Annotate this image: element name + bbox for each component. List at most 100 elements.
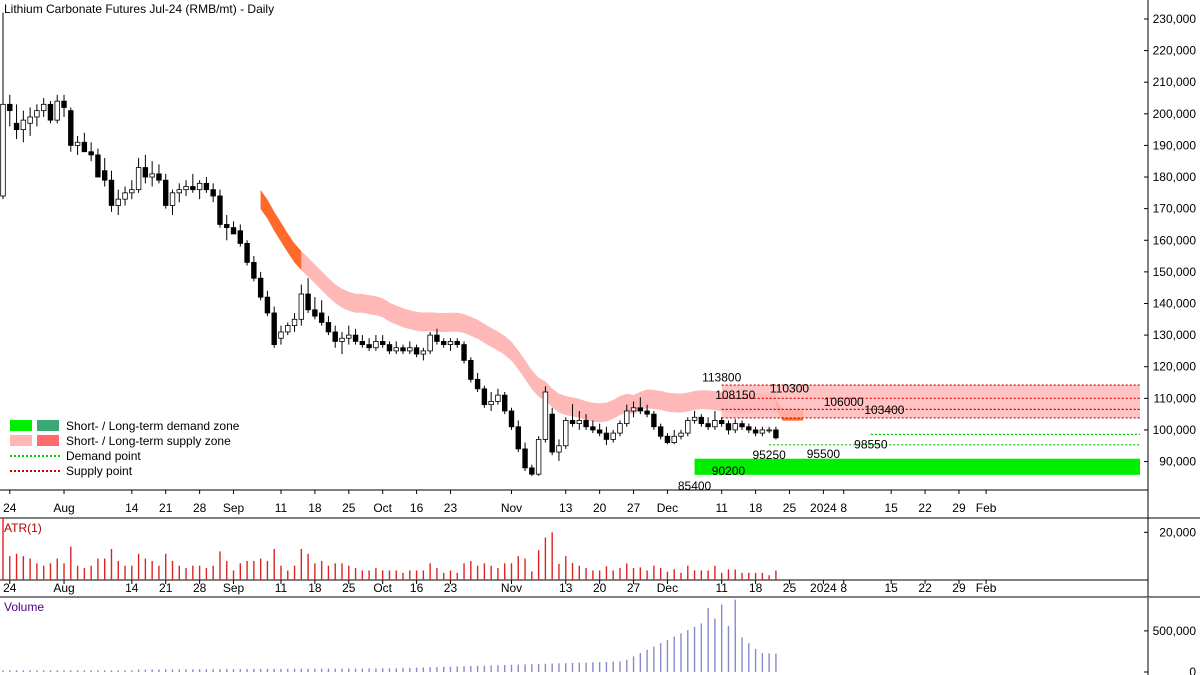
candle <box>251 261 257 279</box>
price-annotation: 90200 <box>712 464 746 478</box>
legend-swatch-long <box>37 420 59 431</box>
candle <box>257 277 264 298</box>
x-tick-label: 21 <box>159 501 173 515</box>
x-tick-label: 21 <box>159 581 173 595</box>
candle <box>54 100 60 121</box>
x-tick-label: 14 <box>125 501 139 515</box>
price-annotation: 103400 <box>864 403 904 417</box>
legend-label: Demand point <box>66 449 141 463</box>
candle <box>183 186 189 191</box>
x-tick-label: 16 <box>410 501 424 515</box>
x-tick-label: 27 <box>627 581 641 595</box>
price-annotation: 85400 <box>678 479 712 493</box>
candle <box>74 141 81 146</box>
candle <box>746 426 752 431</box>
candle <box>244 243 250 263</box>
candle <box>88 151 94 156</box>
x-tick-label: 16 <box>410 581 424 595</box>
x-tick-label: 29 <box>952 501 966 515</box>
x-tick-label: Aug <box>53 581 74 595</box>
x-tick-label: 8 <box>840 501 847 515</box>
y-tick-label: 230,000 <box>1153 12 1197 26</box>
candle <box>440 341 447 345</box>
price-annotation: 106000 <box>824 395 864 409</box>
candle <box>468 359 474 380</box>
candle <box>217 195 223 225</box>
x-tick-label: 25 <box>342 501 356 515</box>
x-tick-label: 27 <box>627 501 641 515</box>
y-tick-label: 90,000 <box>1159 455 1196 469</box>
candle <box>583 420 589 428</box>
candle <box>603 432 610 440</box>
y-tick-label: 180,000 <box>1153 170 1197 184</box>
y-tick-label: 110,000 <box>1154 391 1197 405</box>
candle <box>34 110 40 118</box>
candle <box>122 192 128 200</box>
candle <box>759 429 766 434</box>
candle <box>447 341 454 345</box>
atr-panel: 24 Aug 14 21 28 Sep 11 18 25 Oct 16 23 Nov 13 20 27 Dec 1… <box>0 518 1200 598</box>
candle <box>685 420 691 434</box>
candle <box>271 312 277 345</box>
candle <box>535 439 542 475</box>
candle <box>386 344 393 352</box>
candle <box>224 224 230 229</box>
candle <box>407 347 413 352</box>
candle <box>725 423 732 431</box>
candle <box>68 110 74 146</box>
x-tick-label: 20 <box>593 501 607 515</box>
candle <box>129 189 135 194</box>
candle <box>305 293 311 311</box>
x-tick-label: 20 <box>593 581 607 595</box>
x-tick-label: 15 <box>885 581 899 595</box>
x-tick-label: 25 <box>342 581 356 595</box>
y-tick-label: 20,000 <box>1159 525 1196 539</box>
y-tick-label: 160,000 <box>1153 233 1197 247</box>
candle <box>413 347 420 355</box>
x-tick-label: 18 <box>749 501 763 515</box>
x-tick-label: Sep <box>223 581 245 595</box>
y-tick-label: 100,000 <box>1153 423 1197 437</box>
candle <box>596 429 603 434</box>
x-tick-label: 24 <box>3 581 17 595</box>
candle <box>508 410 515 428</box>
y-tick-label: 150,000 <box>1153 265 1197 279</box>
candle <box>766 429 772 432</box>
price-annotation: 108150 <box>715 388 755 402</box>
candle <box>264 296 271 314</box>
candle <box>20 119 27 131</box>
candle <box>108 179 115 206</box>
candle <box>644 410 650 415</box>
atr-label: ATR(1) <box>4 521 42 535</box>
x-tick-label: 22 <box>918 581 932 595</box>
candle <box>156 173 162 181</box>
candle <box>474 378 481 390</box>
price-annotation: 95500 <box>807 447 841 461</box>
price-annotation: 98550 <box>854 438 888 452</box>
candle <box>298 293 305 320</box>
x-tick-label: 11 <box>275 501 288 515</box>
candle <box>590 426 596 431</box>
candle <box>278 331 284 339</box>
x-tick-label: 22 <box>918 501 932 515</box>
x-tick-label: Oct <box>373 581 392 595</box>
candle <box>461 344 467 361</box>
chart-title: Lithium Carbonate Futures Jul-24 (RMB/mt… <box>4 2 274 16</box>
x-tick-label: 23 <box>444 501 458 515</box>
x-tick-label: 25 <box>783 581 797 595</box>
candle <box>718 420 725 425</box>
candle <box>420 350 427 355</box>
y-tick-label: 190,000 <box>1153 138 1197 152</box>
candle <box>549 413 555 453</box>
x-tick-label: 2024 <box>810 581 837 595</box>
candle <box>47 103 54 121</box>
x-tick-label: Nov <box>501 581 522 595</box>
candle <box>739 423 745 428</box>
candle <box>352 334 359 342</box>
candle <box>142 167 149 178</box>
candle <box>400 347 406 352</box>
candle <box>149 173 155 178</box>
candle <box>610 432 616 440</box>
candle <box>773 429 779 439</box>
legend-swatch-short <box>10 420 32 431</box>
